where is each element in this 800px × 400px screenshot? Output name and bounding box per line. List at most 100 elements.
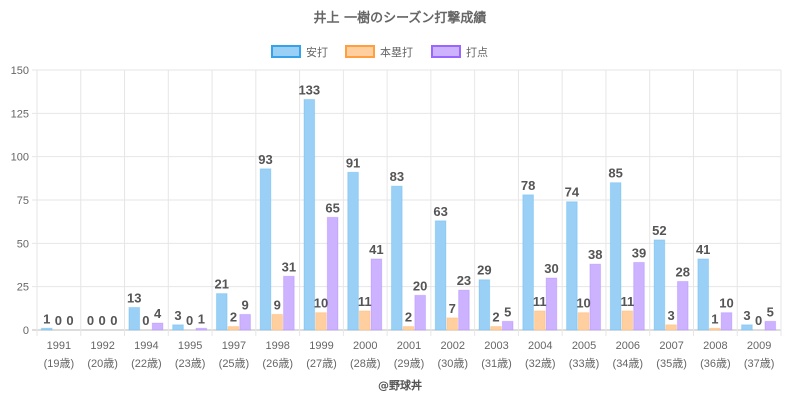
y-tick-label: 50 <box>17 238 29 250</box>
bar[interactable] <box>303 98 316 331</box>
grid <box>32 69 782 336</box>
x-tick-sublabel: (26歳) <box>262 357 293 370</box>
watermark: @野球丼 <box>378 378 422 392</box>
x-tick-label: 2000 <box>353 340 377 352</box>
x-tick-sublabel: (28歳) <box>350 357 381 370</box>
data-label: 10 <box>314 296 328 311</box>
bar[interactable] <box>522 194 534 331</box>
bar[interactable] <box>215 293 228 331</box>
data-label: 2 <box>230 310 237 325</box>
bar[interactable] <box>40 327 53 331</box>
data-label: 93 <box>258 152 272 167</box>
data-label: 5 <box>504 304 511 319</box>
bar[interactable] <box>609 182 622 331</box>
x-tick-sublabel: (31歳) <box>481 357 512 370</box>
bar[interactable] <box>446 317 459 331</box>
bar[interactable] <box>589 263 602 331</box>
data-label: 74 <box>565 185 580 200</box>
bar[interactable] <box>478 279 491 331</box>
bar[interactable] <box>402 326 415 331</box>
bar[interactable] <box>326 216 339 331</box>
bar[interactable] <box>358 310 371 331</box>
legend-label[interactable]: 安打 <box>306 45 328 59</box>
x-tick-sublabel: (37歳) <box>744 357 775 370</box>
data-label: 65 <box>325 200 339 215</box>
data-label: 5 <box>767 304 774 319</box>
bar[interactable] <box>720 312 733 331</box>
data-label: 0 <box>755 313 762 328</box>
x-tick-label: 2008 <box>703 340 727 352</box>
bar[interactable] <box>128 306 141 331</box>
y-axis: 0 25 50 75 100 125 150 <box>11 65 29 337</box>
data-label: 20 <box>413 278 427 293</box>
legend-swatch[interactable] <box>431 45 461 58</box>
x-tick-sublabel: (23歳) <box>175 357 206 370</box>
data-label: 0 <box>66 313 73 328</box>
data-label: 1 <box>198 311 205 326</box>
x-tick-label: 2009 <box>747 340 771 352</box>
legend-swatch[interactable] <box>345 45 375 58</box>
legend: 安打 本塁打 打点 <box>271 45 488 59</box>
bar[interactable] <box>271 313 284 331</box>
bar[interactable] <box>697 258 710 331</box>
data-label: 1 <box>711 311 718 326</box>
bar[interactable] <box>239 313 251 331</box>
bar[interactable] <box>283 275 295 331</box>
x-tick-label: 2003 <box>484 340 508 352</box>
data-label: 78 <box>521 178 535 193</box>
bar[interactable] <box>414 294 427 331</box>
data-label: 10 <box>576 296 590 311</box>
x-tick-label: 1999 <box>309 340 333 352</box>
x-tick-sublabel: (22歳) <box>131 357 162 370</box>
data-label: 91 <box>346 155 360 170</box>
bar[interactable] <box>458 289 470 331</box>
bar[interactable] <box>195 327 208 331</box>
bar[interactable] <box>227 326 240 331</box>
y-tick-label: 125 <box>11 108 29 120</box>
data-label: 3 <box>667 308 674 323</box>
data-label: 3 <box>174 308 181 323</box>
x-tick-sublabel: (35歳) <box>656 357 687 370</box>
bar[interactable] <box>653 239 666 331</box>
data-label: 1 <box>43 311 50 326</box>
x-tick-sublabel: (19歳) <box>44 357 75 370</box>
bar[interactable] <box>434 220 447 331</box>
x-tick-sublabel: (25歳) <box>219 357 250 370</box>
data-label: 0 <box>186 313 193 328</box>
bar[interactable] <box>390 185 403 331</box>
bar[interactable] <box>501 320 514 331</box>
bar[interactable] <box>676 280 689 331</box>
bar[interactable] <box>665 324 677 331</box>
legend-swatch[interactable] <box>271 45 301 58</box>
data-label: 0 <box>142 313 149 328</box>
data-label: 31 <box>282 259 296 274</box>
x-tick-label: 2004 <box>528 340 552 352</box>
bar[interactable] <box>347 171 359 331</box>
legend-label[interactable]: 本塁打 <box>380 45 413 59</box>
bar[interactable] <box>621 310 634 331</box>
bar[interactable] <box>709 327 721 331</box>
bar[interactable] <box>545 277 558 331</box>
bar[interactable] <box>566 201 578 331</box>
bar[interactable] <box>741 324 753 331</box>
bar[interactable] <box>315 312 327 331</box>
x-tick-label: 1997 <box>222 340 246 352</box>
x-tick-label: 1998 <box>265 340 289 352</box>
bar[interactable] <box>533 310 546 331</box>
legend-label[interactable]: 打点 <box>466 45 488 59</box>
y-tick-label: 25 <box>17 282 29 294</box>
bar[interactable] <box>764 320 777 331</box>
bar[interactable] <box>577 312 590 331</box>
data-label: 11 <box>358 294 372 309</box>
data-label: 11 <box>620 294 634 309</box>
data-label: 2 <box>492 310 499 325</box>
x-tick-label: 2001 <box>397 340 421 352</box>
bar[interactable] <box>259 168 272 331</box>
bar[interactable] <box>633 261 645 331</box>
bar[interactable] <box>172 324 184 331</box>
bar[interactable] <box>370 258 383 331</box>
x-tick-label: 1991 <box>47 340 71 352</box>
bar[interactable] <box>490 326 502 331</box>
bar[interactable] <box>151 322 164 331</box>
